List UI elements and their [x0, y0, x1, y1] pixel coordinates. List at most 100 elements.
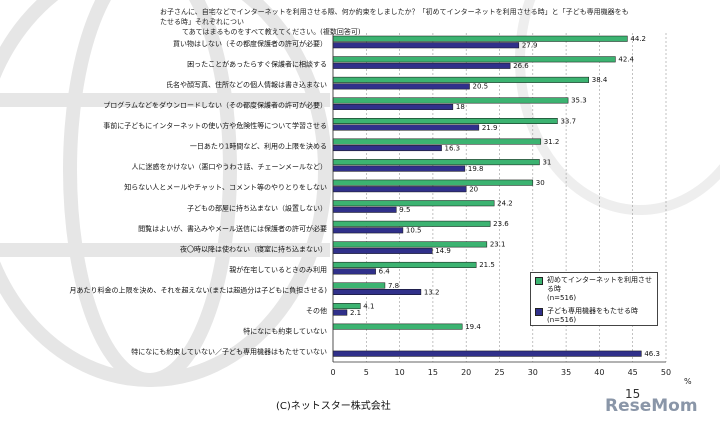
bar-series-1 — [332, 241, 488, 248]
data-label: 20.5 — [473, 83, 489, 91]
brand-logo: ReseMom — [605, 396, 698, 416]
data-label: 38.4 — [592, 76, 608, 84]
bar-series-1 — [332, 282, 386, 289]
data-label: 14.9 — [435, 247, 451, 255]
legend-item-series-1: 初めてインターネットを利用させる時 (n=516) — [535, 276, 653, 303]
data-label: 35.3 — [571, 97, 587, 105]
category-label: 困ったことがあったらすぐ保護者に相談する — [187, 59, 327, 68]
x-tick-label: 10 — [395, 368, 405, 377]
bar-series-1 — [332, 200, 495, 207]
category-label: プログラムなどをダウンロードしない（その都度保護者の許可が必要） — [103, 100, 327, 109]
data-label: 42.4 — [618, 56, 634, 64]
data-label: 23.1 — [490, 241, 506, 249]
x-tick-label: 5 — [364, 368, 369, 377]
category-label: 閲覧はよいが、書込みやメール送信には保護者の許可が必要 — [138, 224, 327, 233]
question-line-1: お子さんに、自宅などでインターネットを利用させる際、何か約束をしましたか？「初め… — [160, 8, 629, 26]
bar-series-1 — [332, 97, 569, 104]
x-tick-label: 45 — [628, 368, 638, 377]
data-label: 24.2 — [497, 200, 513, 208]
data-label: 26.6 — [513, 62, 529, 70]
data-label: 27.9 — [522, 42, 538, 50]
x-tick-label: 0 — [330, 368, 335, 377]
category-label: 買い物はしない（その都度保護者の許可が必要） — [173, 39, 327, 48]
bar-series-2 — [332, 206, 397, 213]
data-label: 31.2 — [544, 138, 560, 146]
data-label: 33.7 — [560, 117, 576, 125]
category-label: 一日あたり1時間など、利用の上限を決める — [190, 142, 327, 151]
data-label: 6.4 — [379, 268, 391, 276]
bar-series-1 — [332, 323, 463, 330]
legend-swatch-series-2 — [535, 308, 543, 316]
legend: 初めてインターネットを利用させる時 (n=516) 子ども専用機器をもたせる時 … — [530, 272, 658, 326]
bar-series-2 — [332, 268, 376, 275]
data-label: 4.1 — [363, 302, 374, 310]
data-label: 44.2 — [630, 35, 646, 43]
data-label: 2.1 — [350, 309, 361, 317]
data-label: 9.5 — [399, 206, 410, 214]
legend-swatch-series-1 — [535, 277, 543, 285]
legend-label-series-1: 初めてインターネットを利用させる時 — [547, 276, 652, 293]
category-label: 知らない人とメールやチャット、コメント等のやりとりをしない — [124, 183, 327, 192]
category-label: 月あたり料金の上限を決め、それを超えない(または超過分は子どもに負担させる) — [70, 286, 328, 295]
bar-series-2 — [332, 309, 348, 316]
data-label: 10.5 — [406, 227, 422, 235]
copyright-text: (C)ネットスター株式会社 — [276, 401, 391, 412]
bar-series-2 — [332, 42, 520, 49]
legend-label-series-2: 子ども専用機器をもたせる時 — [547, 307, 638, 315]
x-unit-label: % — [684, 377, 692, 386]
data-label: 46.3 — [644, 350, 660, 358]
bar-series-2 — [332, 227, 404, 234]
category-label: 事前に子どもにインターネットの使い方や危険性等について学習させる — [103, 121, 327, 130]
bar-series-2 — [332, 350, 642, 357]
bar-series-2 — [332, 186, 467, 193]
question-line-2: てあてはまるものをすべて教えてください。(複数回答可) — [182, 28, 361, 36]
data-label: 13.2 — [424, 288, 440, 296]
bar-series-1 — [332, 118, 558, 124]
page-number: 15 — [625, 387, 641, 401]
data-label: 20 — [469, 185, 478, 193]
legend-item-series-2: 子ども専用機器をもたせる時 (n=516) — [535, 307, 653, 325]
bar-series-1 — [332, 138, 542, 145]
data-label: 19.8 — [468, 165, 484, 173]
x-tick-label: 25 — [494, 368, 504, 377]
survey-question: お子さんに、自宅などでインターネットを利用させる際、何か約束をしましたか？「初め… — [160, 7, 630, 37]
data-label: 7.8 — [388, 282, 399, 290]
x-tick-label: 50 — [661, 368, 671, 377]
category-label: 人に迷惑をかけない（悪口やうわさ話、チェーンメールなど） — [132, 162, 327, 171]
bar-series-2 — [332, 124, 480, 131]
category-label: 親が在宅しているときのみ利用 — [229, 265, 327, 274]
category-labels: 買い物はしない（その都度保護者の許可が必要） 困ったことがあったらすぐ保護者に相談… — [70, 39, 328, 356]
bar-series-1 — [332, 261, 477, 268]
data-label: 30 — [536, 179, 545, 187]
data-label: 18 — [456, 103, 465, 111]
bar-series-1 — [332, 35, 628, 42]
data-label: 21.9 — [482, 124, 498, 132]
bar-series-1 — [332, 179, 534, 186]
bar-series-2 — [332, 165, 466, 172]
category-label: 氏名や顔写真、住所などの個人情報は書き込まない — [166, 80, 327, 89]
x-tick-label: 15 — [428, 368, 438, 377]
bar-series-2 — [332, 289, 422, 295]
bar-series-1 — [332, 56, 616, 63]
legend-n-series-1: (n=516) — [547, 294, 577, 302]
x-tick-label: 40 — [594, 368, 604, 377]
data-label: 31 — [542, 158, 551, 166]
category-label: その他 — [306, 306, 327, 315]
bar-series-2 — [332, 145, 442, 152]
bar-series-2 — [332, 62, 511, 69]
bar-series-1 — [332, 76, 589, 83]
bar-series-2 — [332, 83, 470, 90]
x-axis: 0 5 10 15 20 25 30 35 40 45 50% — [330, 33, 692, 386]
x-tick-label: 35 — [561, 368, 571, 377]
bar-series-1 — [332, 159, 540, 166]
legend-n-series-2: (n=516) — [547, 316, 577, 324]
category-label: 特になにも約束していない／子ども専用機器はもたせていない — [131, 347, 327, 356]
x-tick-label: 20 — [461, 368, 471, 377]
data-label: 23.6 — [493, 220, 509, 228]
category-label: 夜〇時以降は使わない（寝室に持ち込まない） — [180, 244, 327, 253]
category-label: 特になにも約束していない — [243, 327, 327, 336]
data-label: 19.4 — [465, 323, 481, 331]
bar-series-2 — [332, 103, 454, 110]
x-tick-label: 30 — [528, 368, 538, 377]
